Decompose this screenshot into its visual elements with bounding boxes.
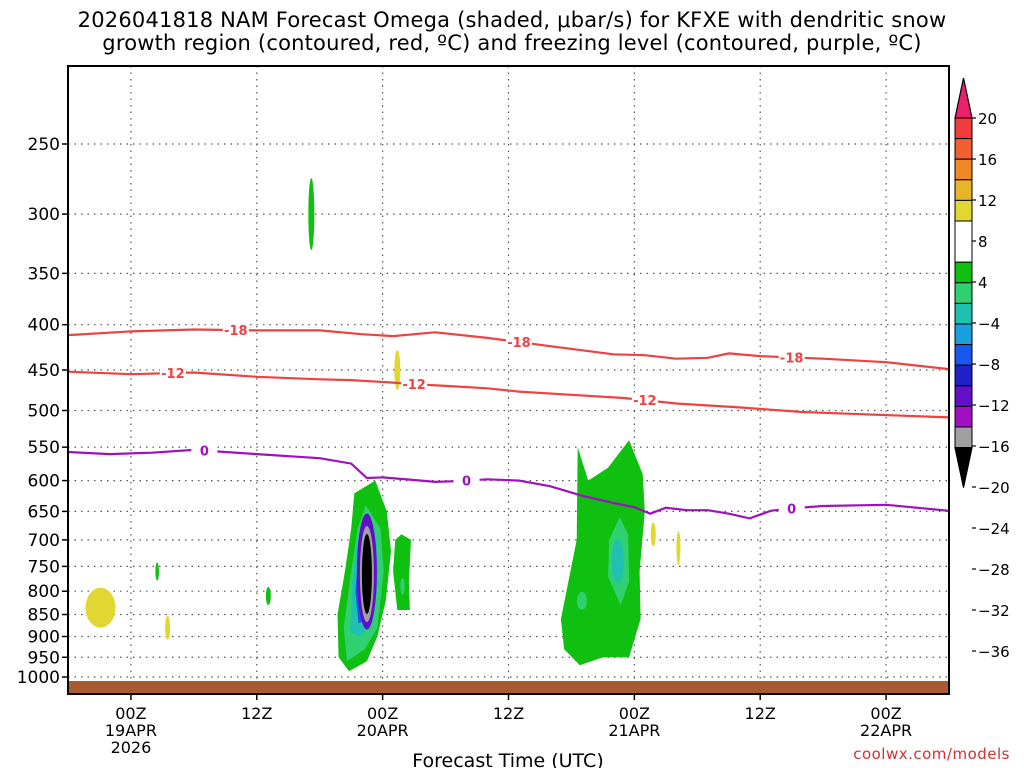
colorbar-label: 20 [978,110,997,128]
colorbar-segment [954,344,973,366]
y-tick-label: 550 [28,438,60,458]
y-tick-label: 300 [28,205,60,225]
omega-region-main [361,534,372,615]
dgz-contour-minus18-label: -18 [507,336,531,351]
colorbar-segment [954,323,973,346]
dgz-contour-minus18-label-bg [778,350,805,365]
surface-terrain [68,681,949,694]
freezing-level-contour-label-bg [191,443,218,458]
dgz-contour-minus12-label: -12 [161,367,185,382]
colorbar-segment [954,117,973,140]
x-tick-label: 00Z [619,704,650,723]
omega-region-small [265,586,271,605]
colorbar-label: −20 [978,479,1010,497]
y-tick-label: 250 [28,135,60,155]
dgz-contour-minus12-label: -12 [633,394,657,409]
y-tick-label: 350 [28,264,60,284]
x-tick-date-label: 21APR [608,721,660,740]
y-tick-label: 1000 [17,668,60,688]
chart-title-line2: growth region (contoured, red, ºC) and f… [102,31,922,55]
colorbar-label: 8 [978,233,988,251]
colorbar-segment [954,261,973,284]
y-tick-label: 700 [28,531,60,551]
freezing-level-contour-label-bg [778,501,805,516]
dgz-contour-minus12-label-bg [631,393,658,408]
dgz-contour-minus18-label: -18 [224,324,248,339]
freezing-level-contour-label-bg [453,473,480,488]
freezing-level-contour-label: 0 [787,502,796,517]
colorbar-segment [954,426,973,449]
y-tick-label: 950 [28,648,60,668]
colorbar-segment [954,364,973,387]
y-tick-label: 750 [28,557,60,577]
x-tick-year-label: 2026 [111,738,152,757]
y-tick-label: 800 [28,582,60,602]
colorbar-label: 16 [978,151,997,169]
colorbar-label: −8 [978,356,1000,374]
x-tick-label: 00Z [115,704,146,723]
chart-title-line1: 2026041818 NAM Forecast Omega (shaded, μ… [77,8,947,32]
omega-region-sinking [650,522,656,547]
dgz-contour-minus18-label-bg [505,335,532,350]
colorbar-label: −28 [978,561,1010,579]
colorbar-segment [954,138,973,160]
dgz-contour-minus18-label: -18 [780,351,804,366]
x-tick-date-label: 19APR [105,721,157,740]
dgz-contour-minus12-label: -12 [402,378,426,393]
colorbar-label: −12 [978,397,1010,415]
y-tick-label: 500 [28,402,60,422]
omega-region-sinking [85,587,116,628]
y-tick-label: 600 [28,472,60,492]
x-tick-label: 00Z [367,704,398,723]
dgz-contour-minus12 [68,370,949,419]
omega-region-sinking [394,349,401,390]
colorbar-label: 12 [978,192,997,210]
colorbar-label: 4 [978,274,988,292]
colorbar-segment [954,405,973,428]
omega-region-21apr [611,539,624,584]
x-tick-date-label: 22APR [860,721,912,740]
colorbar-top-arrow [954,77,973,119]
colorbar-segment [954,158,973,181]
colorbar-label: −24 [978,520,1010,538]
omega-region-21apr [576,591,587,610]
omega-region-sinking [676,531,681,566]
dgz-contour-minus12-label-bg [159,366,186,381]
y-tick-label: 900 [28,627,60,647]
colorbar-segment [954,179,973,201]
omega-region-secondary [393,534,411,610]
colorbar-segment [954,385,973,407]
watermark: coolwx.com/models [853,745,1010,763]
y-tick-label: 400 [28,316,60,336]
x-tick-label: 00Z [870,704,901,723]
freezing-level-contour-label: 0 [200,445,209,460]
colorbar-label: −16 [978,438,1010,456]
colorbar-segment [954,220,973,263]
y-tick-label: 450 [28,361,60,381]
y-tick-label: 650 [28,502,60,522]
dgz-contour-minus18-label-bg [222,323,249,338]
colorbar-label: −4 [978,315,1000,333]
omega-region-secondary [400,578,405,595]
colorbar-bottom-arrow [954,447,973,488]
freezing-level-contour [68,448,949,520]
freezing-level-contour-label: 0 [462,475,471,490]
colorbar-segment [954,199,973,222]
x-tick-date-label: 20APR [357,721,409,740]
y-tick-label: 850 [28,606,60,626]
omega-region-upper [308,178,315,251]
colorbar-label: −32 [978,602,1010,620]
x-tick-label: 12Z [745,704,776,723]
omega-region-small [155,562,159,581]
x-tick-label: 12Z [493,704,524,723]
colorbar-label: −36 [978,643,1010,661]
dgz-contour-minus12-label-bg [401,377,428,392]
colorbar-segment [954,282,973,304]
omega-region-sinking [165,615,171,640]
x-tick-label: 12Z [241,704,272,723]
colorbar-segment [954,302,973,325]
x-axis-label: Forecast Time (UTC) [412,750,603,768]
